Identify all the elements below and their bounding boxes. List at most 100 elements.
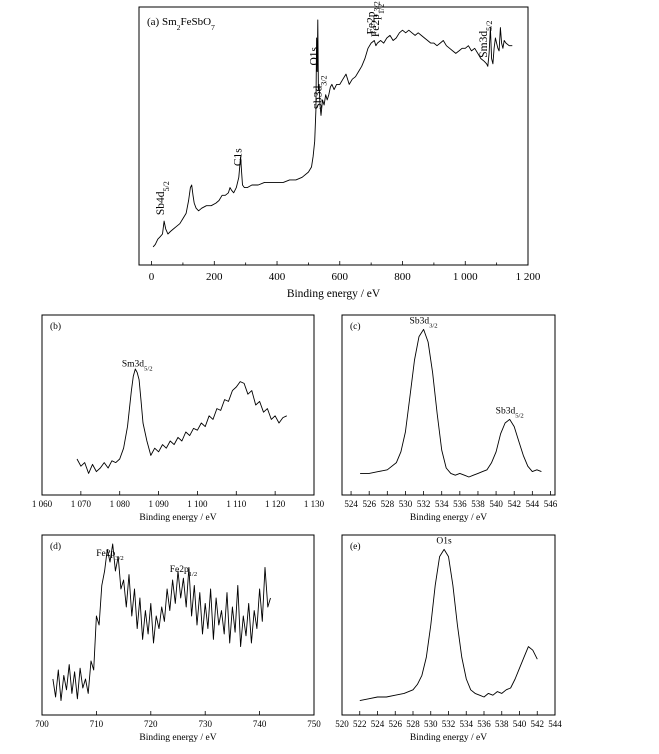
panel-title-part: (d) xyxy=(50,541,61,552)
x-tick-label-a: 1 000 xyxy=(453,271,478,283)
x-tick-label-c: 526 xyxy=(362,499,376,509)
panel-title-e: (e) xyxy=(350,541,361,552)
panel-a: (a) Sm2FeSbO7 0 200 400 600 800 1 000 1 200 Bind… xyxy=(138,1,541,300)
x-tick-label-c: 534 xyxy=(435,499,449,509)
x-tick-label-b: 1 060 xyxy=(32,499,53,509)
peak-label-e-text: O1s xyxy=(436,536,452,546)
peak-label-c-text: Sb3d xyxy=(496,406,516,416)
x-tick-label-b: 1 110 xyxy=(226,499,246,509)
peak-label-a-text: Sm3d xyxy=(478,31,490,58)
x-tick-label-e: 520 xyxy=(335,719,349,729)
peak-label-a: C1s xyxy=(233,148,245,166)
peak-label-a-text: Sb3d xyxy=(313,85,325,109)
x-tick-label-c: 528 xyxy=(381,499,395,509)
peak-label-d-text: Fe2p xyxy=(170,565,189,575)
plot-frame-a xyxy=(138,6,529,266)
x-tick-label-c: 544 xyxy=(526,499,540,509)
x-tick-label-e: 530 xyxy=(424,719,438,729)
x-tick-label-a: 200 xyxy=(206,271,223,283)
panel-title-part: (e) xyxy=(350,541,361,552)
x-tick-label-d: 700 xyxy=(35,719,49,729)
plot-frame-b xyxy=(41,314,315,496)
x-tick-label-d: 710 xyxy=(90,719,104,729)
x-tick-label-b: 1 070 xyxy=(71,499,92,509)
x-tick-label-d: 740 xyxy=(253,719,267,729)
peak-label-d: Fe2p1/2 xyxy=(170,565,198,578)
x-tick-label-c: 530 xyxy=(399,499,413,509)
peak-label-c-subscript: 5/2 xyxy=(515,412,524,419)
x-tick-label-a: 400 xyxy=(269,271,286,283)
peak-label-d-subscript: 3/2 xyxy=(115,555,124,562)
peak-label-a: O1s xyxy=(309,46,321,65)
plot-frame-d xyxy=(41,534,315,716)
x-tick-label-e: 542 xyxy=(531,719,545,729)
peak-label-c: Sb3d5/2 xyxy=(496,406,524,419)
peak-label-a-subscript: 1/2 xyxy=(376,4,385,14)
x-tick-label-e: 528 xyxy=(406,719,420,729)
x-tick-label-a: 1 200 xyxy=(516,271,541,283)
x-tick-label-b: 1 080 xyxy=(110,499,131,509)
peak-label-a: Fe2p1/2 xyxy=(370,4,386,37)
x-tick-label-c: 536 xyxy=(453,499,467,509)
peak-label-a: Sb3d3/2 xyxy=(313,75,329,109)
x-tick-label-e: 526 xyxy=(389,719,403,729)
x-axis-label-a: Binding energy / eV xyxy=(287,288,381,300)
x-tick-label-a: 800 xyxy=(394,271,411,283)
x-tick-label-e: 540 xyxy=(513,719,527,729)
panel-title-a: (a) Sm2FeSbO7 xyxy=(147,16,215,32)
plot-frame-e xyxy=(341,534,556,716)
peak-label-a-text: C1s xyxy=(233,148,245,166)
peak-label-c-text: Sb3d xyxy=(410,316,430,326)
x-tick-label-e: 534 xyxy=(460,719,474,729)
x-tick-label-e: 532 xyxy=(442,719,456,729)
x-axis-label-d: Binding energy / eV xyxy=(139,733,216,743)
x-tick-label-c: 538 xyxy=(471,499,485,509)
panel-e: (e)520 522 524 526 528 530 532 534 536 538 540 542 5… xyxy=(335,534,562,743)
x-tick-label-b: 1 120 xyxy=(265,499,286,509)
panel-title-c: (c) xyxy=(350,321,361,332)
x-tick-label-e: 522 xyxy=(353,719,367,729)
peak-label-d-text: Fe2p xyxy=(96,549,115,559)
x-axis-label-c: Binding energy / eV xyxy=(410,513,487,523)
x-tick-label-c: 540 xyxy=(489,499,503,509)
x-axis-label-e: Binding energy / eV xyxy=(410,733,487,743)
peak-label-a: Fe2p3/2 xyxy=(366,1,382,34)
peak-label-a-text: Fe2p xyxy=(366,11,378,34)
x-tick-label-d: 750 xyxy=(307,719,321,729)
peak-label-a: Sm3d5/2 xyxy=(478,21,494,58)
x-tick-label-c: 524 xyxy=(344,499,358,509)
peak-label-b: Sm3d5/2 xyxy=(122,360,153,373)
peak-label-a-subscript: 3/2 xyxy=(319,75,328,85)
peak-label-a-subscript: 5/2 xyxy=(162,181,171,191)
x-tick-label-e: 524 xyxy=(371,719,385,729)
x-tick-label-c: 542 xyxy=(507,499,521,509)
panel-title-part: FeSbO xyxy=(180,16,211,28)
x-tick-label-b: 1 100 xyxy=(187,499,208,509)
x-axis-label-b: Binding energy / eV xyxy=(139,513,216,523)
peak-label-c-subscript: 3/2 xyxy=(429,322,438,329)
peak-label-a-text: O1s xyxy=(309,46,321,65)
panel-title-part: 2 xyxy=(177,23,181,32)
panel-title-b: (b) xyxy=(50,321,61,332)
spectrum-line-a xyxy=(152,19,513,248)
panel-title-part: (c) xyxy=(350,321,361,332)
peak-label-e: O1s xyxy=(436,536,452,546)
x-tick-label-e: 536 xyxy=(477,719,491,729)
peak-label-b-text: Sm3d xyxy=(122,360,144,370)
x-tick-label-b: 1 090 xyxy=(148,499,169,509)
peak-label-d: Fe2p3/2 xyxy=(96,549,124,562)
spectrum-line-c xyxy=(360,328,542,478)
spectrum-line-b xyxy=(76,368,287,474)
spectrum-line-d xyxy=(52,543,271,702)
panel-title-part: (a) Sm xyxy=(147,16,177,28)
peak-label-a-text: Fe2p xyxy=(370,14,382,37)
peak-label-c: Sb3d3/2 xyxy=(410,316,438,329)
peak-label-a-subscript: 5/2 xyxy=(485,21,494,31)
panel-d: (d) 700 710 720 730 740 750 Binding energy / eV… xyxy=(35,534,321,743)
peak-label-a: Sb4d5/2 xyxy=(155,181,171,215)
x-tick-label-b: 1 130 xyxy=(304,499,325,509)
x-tick-label-d: 730 xyxy=(198,719,212,729)
peak-label-a-text: Sb4d xyxy=(155,191,167,215)
panel-b: (b) 1 060 1 070 1 080 1 090 1 100 1 110 1 120 1 … xyxy=(32,314,325,523)
